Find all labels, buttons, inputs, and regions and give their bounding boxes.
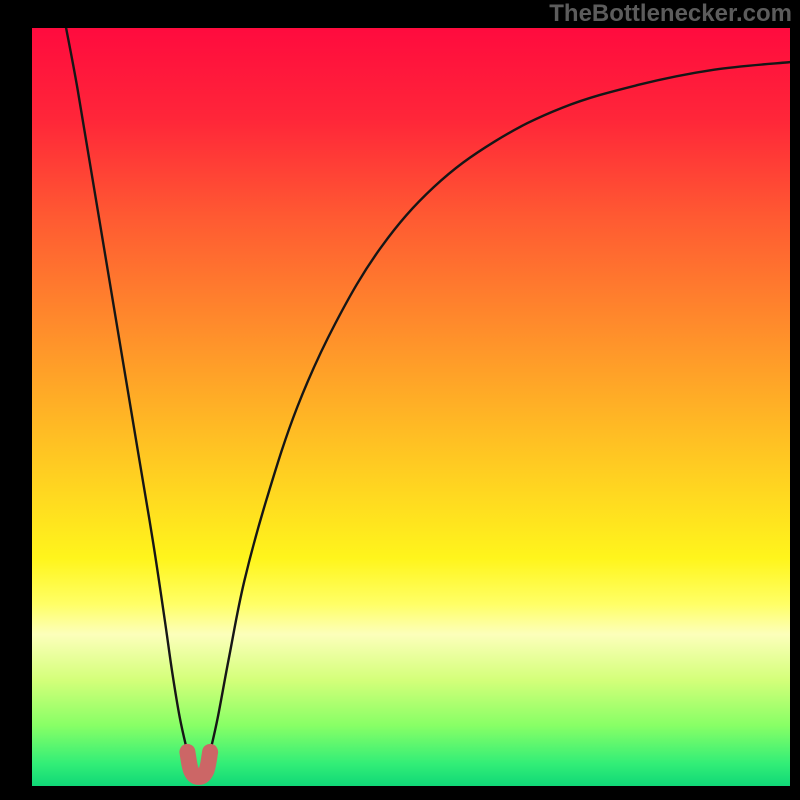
curve-right-branch <box>210 62 790 752</box>
chart-area <box>32 28 790 786</box>
curve-overlay <box>32 28 790 786</box>
curve-left-branch <box>66 28 187 752</box>
cusp-marker <box>187 752 210 777</box>
outer-frame: TheBottlenecker.com <box>0 0 800 800</box>
watermark-text: TheBottlenecker.com <box>549 0 792 28</box>
